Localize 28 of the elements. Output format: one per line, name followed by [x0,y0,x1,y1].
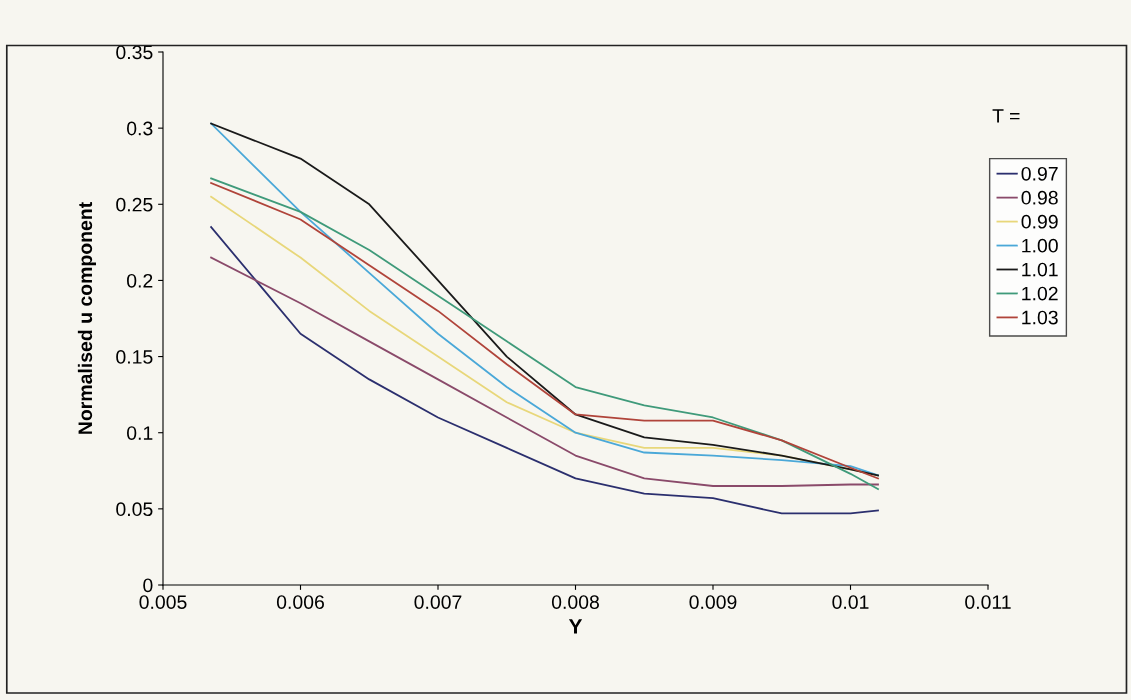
legend-label: 0.99 [1021,214,1058,229]
y-tick-label: 0.3 [127,121,153,136]
legend-label: 1.01 [1022,262,1058,277]
y-tick-label: 0.1 [127,426,153,440]
y-tick-label: 0.35 [116,45,153,60]
x-tick-label: 0.005 [139,595,187,609]
x-axis-title: Y [568,619,583,634]
x-tick-label: 0.01 [832,595,869,609]
legend-label: 1.00 [1022,238,1058,253]
line-series [210,256,879,487]
line-series [210,122,879,477]
legend-label: 0.98 [1021,190,1058,205]
y-tick-label: 0 [143,578,153,593]
y-tick-label: 0.25 [116,197,153,212]
x-tick-label: 0.006 [276,595,324,609]
legend-label: 1.03 [1022,310,1058,325]
legend-label: 1.02 [1022,286,1058,301]
y-tick-label: 0.2 [127,273,153,288]
x-tick-label: 0.008 [551,595,599,609]
y-tick-label: 0.05 [116,502,153,517]
x-tick-label: 0.011 [965,595,1011,609]
y-tick-label: 0.15 [116,350,153,364]
legend-title: T = [992,109,1020,123]
line-series [210,226,879,515]
x-tick-label: 0.007 [414,595,462,609]
legend-label: 0.97 [1021,166,1058,181]
y-axis-title: Normalised u component [77,202,96,434]
x-tick-label: 0.009 [689,595,737,609]
